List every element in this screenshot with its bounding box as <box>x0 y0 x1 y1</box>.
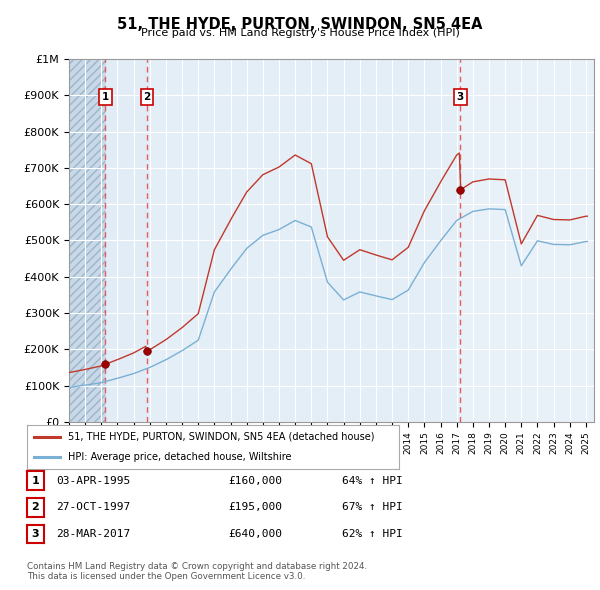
Text: 2: 2 <box>32 503 39 512</box>
Text: 51, THE HYDE, PURTON, SWINDON, SN5 4EA: 51, THE HYDE, PURTON, SWINDON, SN5 4EA <box>117 17 483 31</box>
Text: 64% ↑ HPI: 64% ↑ HPI <box>342 476 403 486</box>
Text: 3: 3 <box>32 529 39 539</box>
Bar <box>106 59 147 422</box>
Bar <box>69 59 106 422</box>
Text: Contains HM Land Registry data © Crown copyright and database right 2024.
This d: Contains HM Land Registry data © Crown c… <box>27 562 367 581</box>
Text: 51, THE HYDE, PURTON, SWINDON, SN5 4EA (detached house): 51, THE HYDE, PURTON, SWINDON, SN5 4EA (… <box>68 432 374 442</box>
Text: 1: 1 <box>102 92 109 102</box>
Text: 67% ↑ HPI: 67% ↑ HPI <box>342 503 403 512</box>
Text: 3: 3 <box>457 92 464 102</box>
Text: 28-MAR-2017: 28-MAR-2017 <box>56 529 130 539</box>
Text: HPI: Average price, detached house, Wiltshire: HPI: Average price, detached house, Wilt… <box>68 452 292 462</box>
Text: £195,000: £195,000 <box>228 503 282 512</box>
Text: Price paid vs. HM Land Registry's House Price Index (HPI): Price paid vs. HM Land Registry's House … <box>140 28 460 38</box>
Text: 62% ↑ HPI: 62% ↑ HPI <box>342 529 403 539</box>
Text: 03-APR-1995: 03-APR-1995 <box>56 476 130 486</box>
Text: 1: 1 <box>32 476 39 486</box>
Text: 27-OCT-1997: 27-OCT-1997 <box>56 503 130 512</box>
Text: 2: 2 <box>143 92 151 102</box>
Text: £640,000: £640,000 <box>228 529 282 539</box>
Text: £160,000: £160,000 <box>228 476 282 486</box>
Bar <box>69 59 106 422</box>
Bar <box>147 59 460 422</box>
